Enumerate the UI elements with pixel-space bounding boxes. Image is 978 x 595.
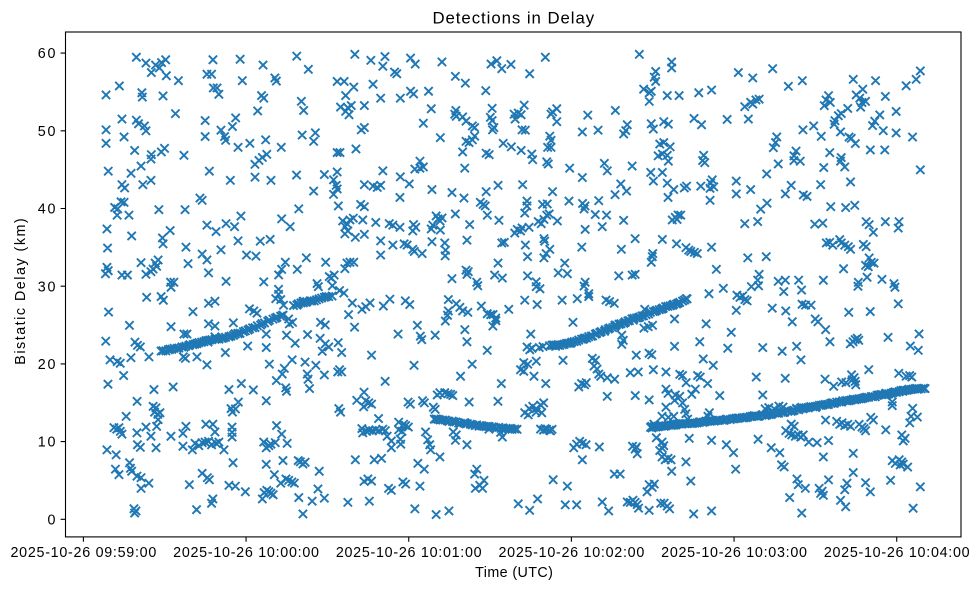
svg-text:60: 60 [38, 46, 56, 62]
svg-text:50: 50 [38, 124, 56, 140]
svg-text:0: 0 [48, 512, 56, 528]
svg-text:2025-10-26 10:03:00: 2025-10-26 10:03:00 [661, 545, 807, 561]
svg-text:10: 10 [38, 435, 56, 451]
svg-text:2025-10-26 10:00:00: 2025-10-26 10:00:00 [173, 545, 319, 561]
svg-text:40: 40 [38, 202, 56, 218]
svg-text:Time (UTC): Time (UTC) [475, 565, 553, 581]
svg-text:20: 20 [38, 357, 56, 373]
svg-text:30: 30 [38, 279, 56, 295]
svg-text:2025-10-26 09:59:00: 2025-10-26 09:59:00 [11, 545, 157, 561]
svg-text:Bistatic Delay (km): Bistatic Delay (km) [13, 218, 29, 364]
svg-text:2025-10-26 10:01:00: 2025-10-26 10:01:00 [336, 545, 482, 561]
svg-text:2025-10-26 10:02:00: 2025-10-26 10:02:00 [498, 545, 644, 561]
svg-text:Detections in Delay: Detections in Delay [432, 9, 594, 28]
svg-text:2025-10-26 10:04:00: 2025-10-26 10:04:00 [824, 545, 970, 561]
